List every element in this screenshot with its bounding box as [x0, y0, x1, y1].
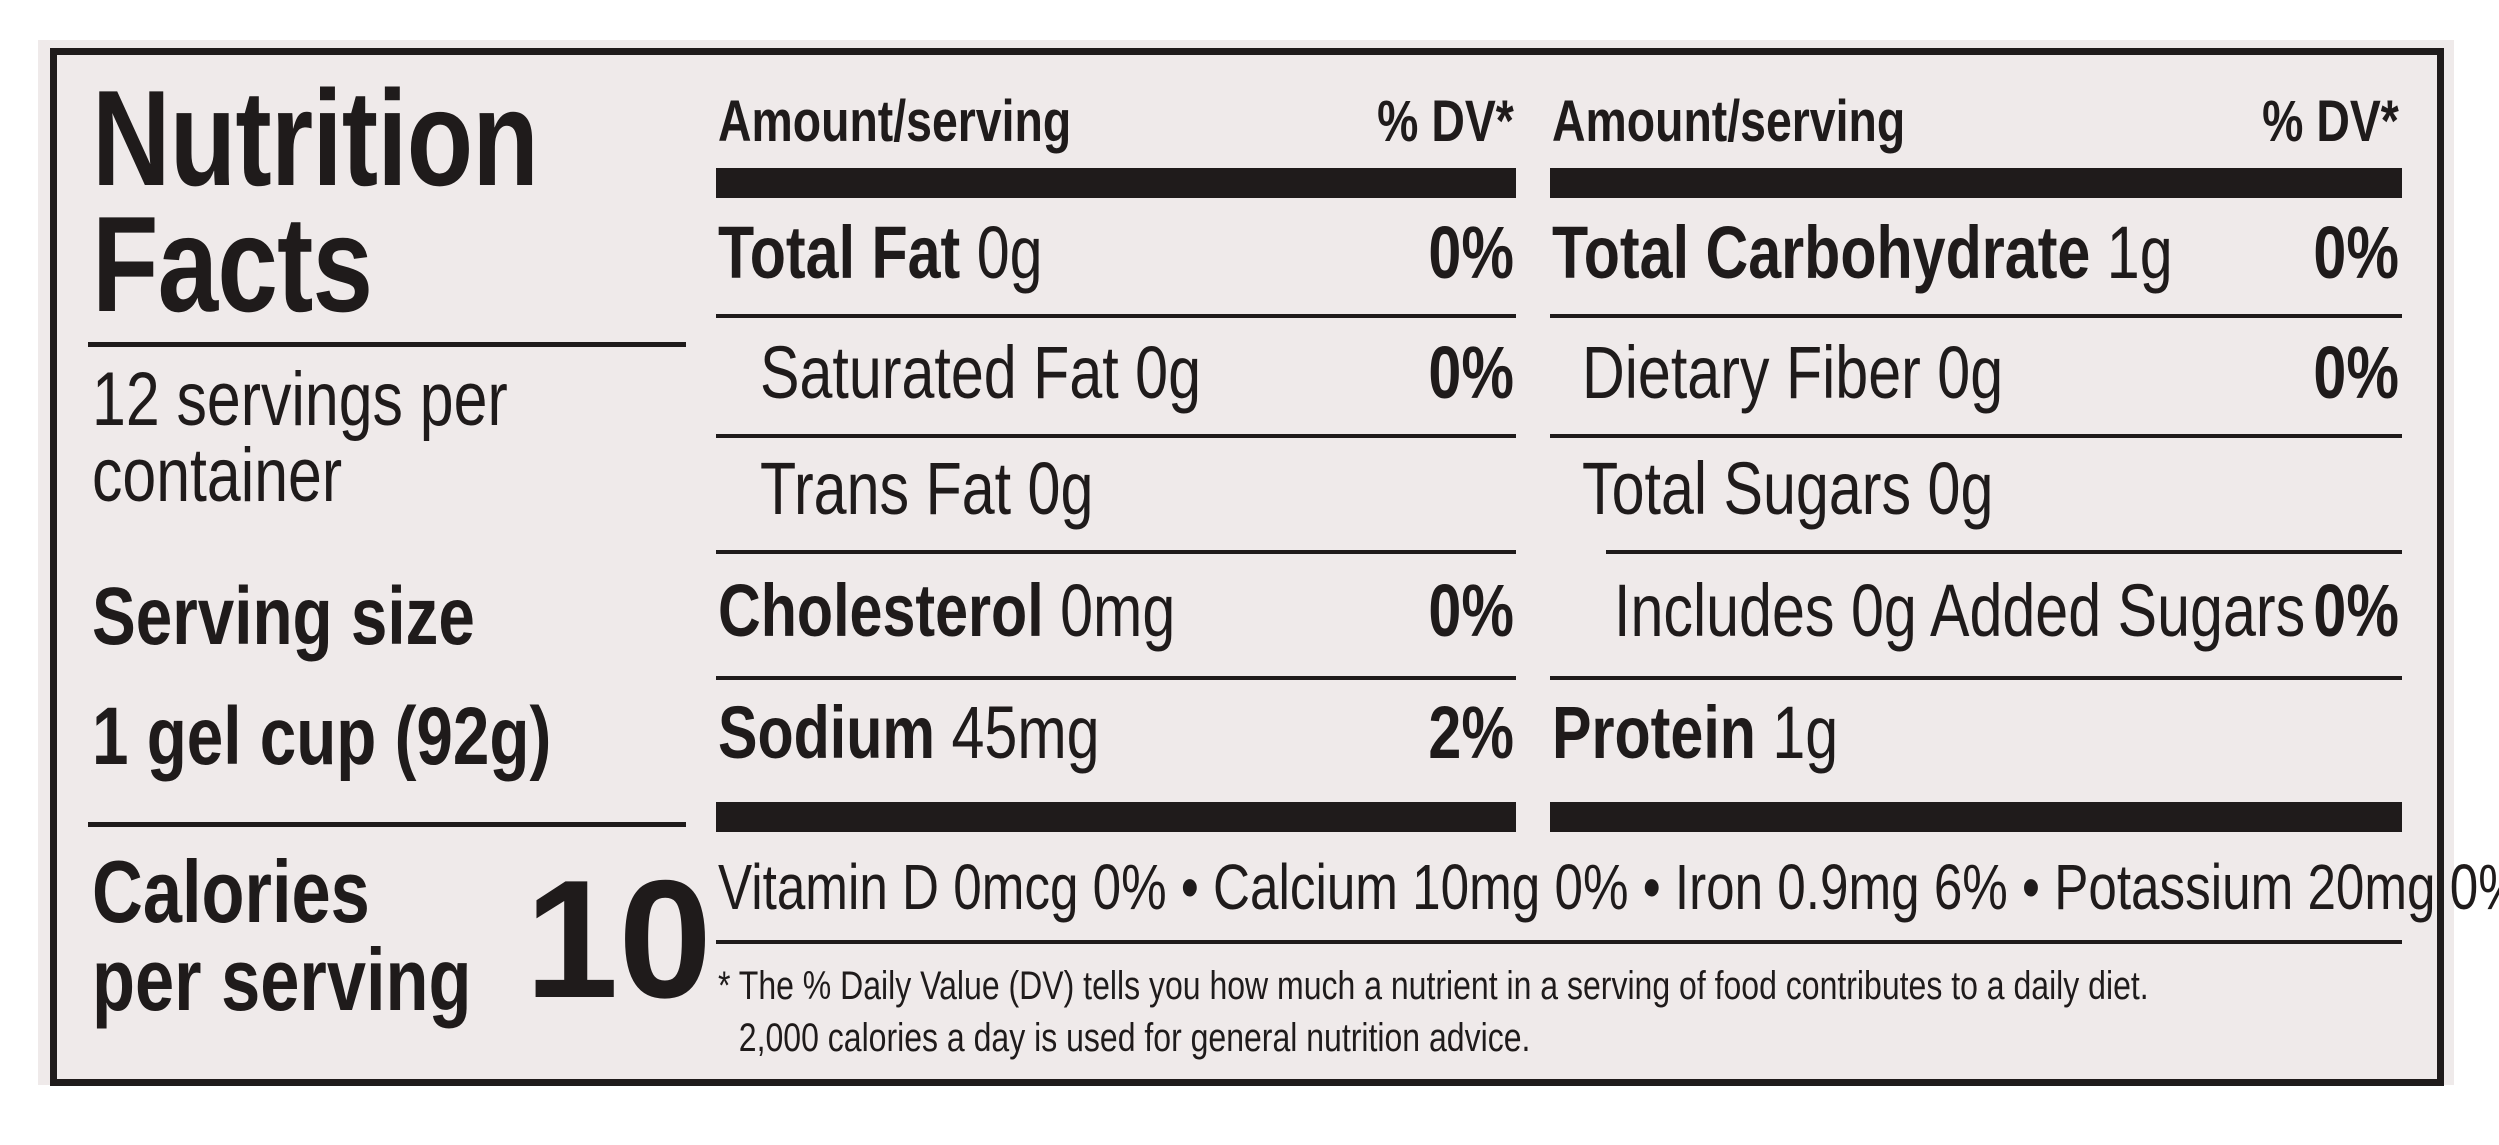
- right-row-divider: [1550, 314, 2402, 318]
- calories-label-line-1: Calories: [92, 842, 370, 941]
- servings-line-2: container: [92, 433, 343, 518]
- right-row-divider: [1550, 676, 2402, 680]
- nutrient-name: Cholesterol: [718, 569, 1044, 652]
- left-header-bar: [716, 168, 1516, 198]
- footnote-line-1: * The % Daily Value (DV) tells you how m…: [718, 964, 2149, 1008]
- left-row-divider: [716, 434, 1516, 438]
- footnote-line-2: 2,000 calories a day is used for general…: [738, 1016, 1531, 1060]
- nutrient-name: Total Carbohydrate: [1552, 211, 2091, 294]
- nutrient-name: Saturated Fat: [760, 331, 1119, 414]
- calories-value: 10: [525, 845, 712, 1033]
- nutrient-name: Sodium: [718, 691, 936, 774]
- title-line-1: Nutrition: [92, 62, 539, 214]
- nutrient-amount: 0g: [960, 211, 1043, 294]
- servings-line-1: 12 servings per: [92, 357, 508, 442]
- left-row-total-fat: Total Fat 0g: [718, 210, 1043, 295]
- nutrient-amount: 1g: [2090, 211, 2173, 294]
- serving-size-divider: [88, 822, 686, 827]
- nutrient-amount: 0g: [1118, 331, 1201, 414]
- right-row-total-sugars: Total Sugars 0g: [1582, 446, 1993, 531]
- left-row-divider: [716, 676, 1516, 680]
- left-row-divider: [716, 314, 1516, 318]
- right-header-amount: Amount/serving: [1552, 89, 1906, 154]
- left-row-sodium-dv: 2%: [1428, 691, 1514, 774]
- servings-per-container: 12 servings per container: [92, 362, 508, 514]
- nutrient-amount: 0mg: [1043, 569, 1176, 652]
- right-row-protein: Protein 1g: [1552, 690, 1838, 775]
- left-row-sodium: Sodium 45mg: [718, 690, 1100, 775]
- left-row-trans-fat: Trans Fat 0g: [760, 446, 1093, 531]
- nutrient-name: Includes 0g Added Sugars: [1614, 569, 2306, 652]
- right-bottom-bar: [1550, 802, 2402, 832]
- left-row-cholesterol: Cholesterol 0mg: [718, 568, 1175, 653]
- left-bottom-bar: [716, 802, 1516, 832]
- nutrition-facts-title: Nutrition Facts: [92, 62, 539, 341]
- right-row-total-carbohydrate: Total Carbohydrate 1g: [1552, 210, 2173, 295]
- nutrient-amount: 45mg: [935, 691, 1100, 774]
- nutrient-amount: 0g: [1911, 447, 1994, 530]
- vitamins-minerals-line: Vitamin D 0mcg 0% • Calcium 10mg 0% • Ir…: [718, 851, 2499, 923]
- right-row-added-sugars-dv: 0%: [2313, 569, 2399, 652]
- calories-label-line-2: per serving: [92, 930, 472, 1029]
- nutrient-name: Dietary Fiber: [1582, 331, 1921, 414]
- left-header-dv: % DV*: [1377, 89, 1514, 154]
- title-line-2: Facts: [92, 188, 373, 341]
- nutrient-amount: 1g: [1755, 691, 1839, 774]
- right-header-bar: [1550, 168, 2402, 198]
- right-row-added-sugars: Includes 0g Added Sugars: [1614, 568, 2305, 653]
- left-row-saturated-fat-dv: 0%: [1428, 331, 1514, 414]
- serving-size-label: Serving size: [92, 571, 475, 662]
- left-row-saturated-fat: Saturated Fat 0g: [760, 330, 1201, 415]
- nutrition-label: [38, 40, 2454, 1085]
- nutrient-name: Total Sugars: [1582, 447, 1912, 530]
- daily-value-footnote: * The % Daily Value (DV) tells you how m…: [718, 960, 2149, 1064]
- nutrition-facts-border: [50, 48, 2444, 1086]
- nutrient-name: Total Fat: [718, 211, 961, 294]
- left-row-total-fat-dv: 0%: [1428, 211, 1514, 294]
- right-row-dietary-fiber-dv: 0%: [2313, 331, 2399, 414]
- calories-label: Calories per serving: [92, 848, 472, 1024]
- right-row-divider: [1606, 550, 2402, 554]
- vitamins-divider: [716, 940, 2402, 944]
- nutrient-name: Trans Fat: [760, 447, 1012, 530]
- right-header-dv: % DV*: [2262, 89, 2399, 154]
- left-header-amount: Amount/serving: [718, 89, 1072, 154]
- serving-size-value: 1 gel cup (92g): [92, 691, 552, 782]
- nutrient-amount: 0g: [1011, 447, 1094, 530]
- right-row-divider: [1550, 434, 2402, 438]
- nutrient-name: Protein: [1552, 691, 1756, 774]
- left-row-divider: [716, 550, 1516, 554]
- title-divider: [88, 342, 686, 347]
- left-row-cholesterol-dv: 0%: [1428, 569, 1514, 652]
- right-row-dietary-fiber: Dietary Fiber 0g: [1582, 330, 2003, 415]
- right-row-total-carbohydrate-dv: 0%: [2313, 211, 2399, 294]
- nutrient-amount: 0g: [1920, 331, 2004, 414]
